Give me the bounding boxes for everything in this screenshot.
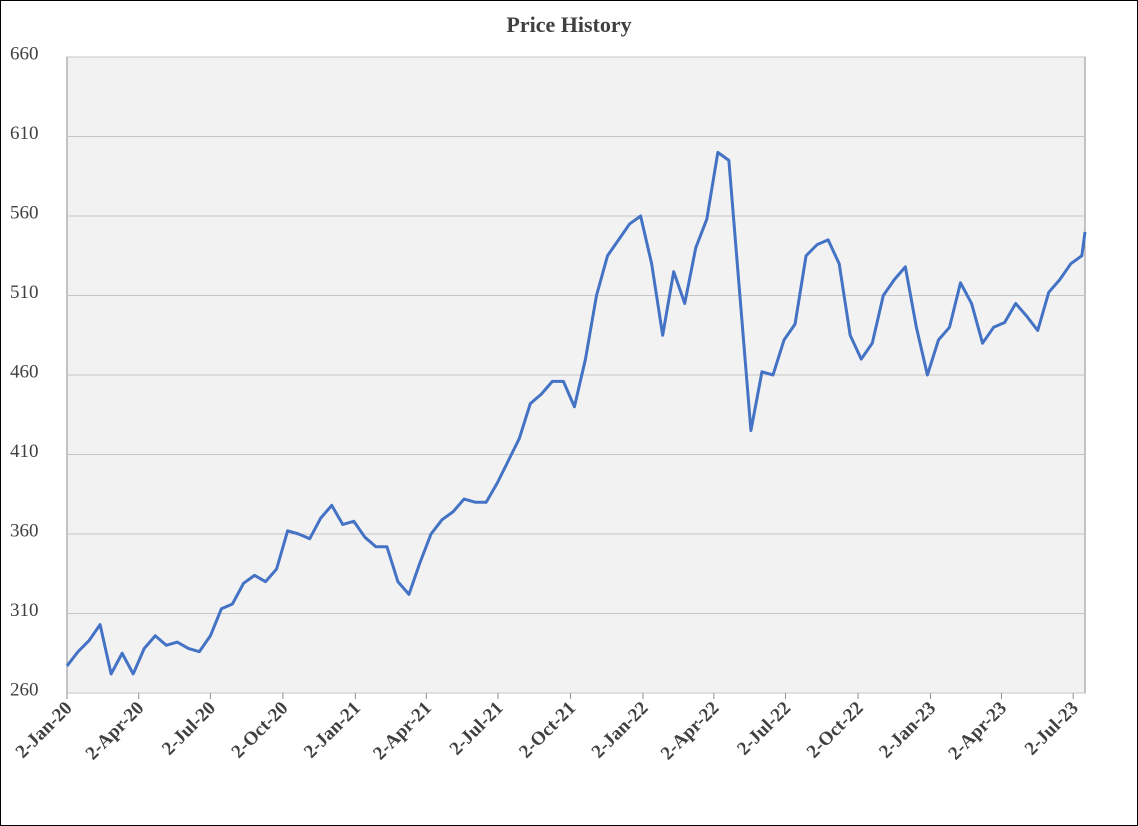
y-tick-label: 260: [10, 679, 39, 700]
y-tick-label: 460: [10, 361, 39, 382]
price-line: [65, 150, 1087, 676]
y-tick-label: 510: [10, 282, 39, 303]
chart-title: Price History: [506, 12, 631, 37]
y-tick-label: 410: [10, 441, 39, 462]
y-tick-label: 610: [10, 123, 39, 144]
y-tick-label: 360: [10, 520, 39, 541]
y-tick-label: 310: [10, 600, 39, 621]
y-tick-label: 560: [10, 202, 39, 223]
y-tick-label: 660: [10, 43, 39, 64]
